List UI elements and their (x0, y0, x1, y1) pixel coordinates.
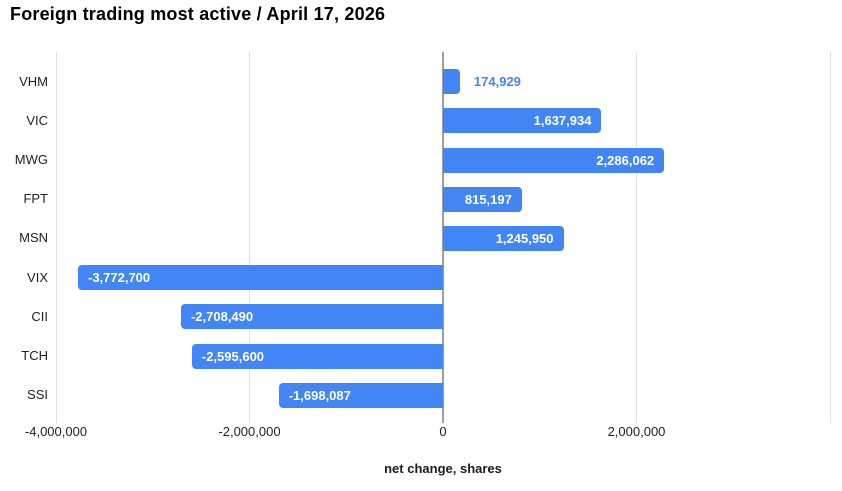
gridline (249, 52, 250, 423)
value-label-fpt: 815,197 (464, 191, 512, 207)
bar-mwg: 2,286,062 (443, 147, 665, 173)
value-label-vic: 1,637,934 (533, 113, 592, 129)
x-axis-title: net change, shares (384, 461, 502, 476)
value-label-mwg: 2,286,062 (596, 152, 655, 168)
category-label-fpt: FPT (23, 191, 48, 207)
value-label-cii: -2,708,490 (190, 309, 254, 325)
x-tick-label: -2,000,000 (218, 424, 281, 439)
category-label-vic: VIC (26, 112, 48, 128)
value-label-msn: 1,245,950 (495, 230, 554, 246)
category-label-tch: TCH (21, 348, 48, 363)
gridline (829, 52, 831, 423)
category-label-cii: CII (31, 308, 48, 324)
value-label-ssi: -1,698,087 (288, 387, 351, 403)
bar-msn: 1,245,950 (443, 225, 564, 251)
category-label-vhm: VHM (19, 73, 48, 89)
bar-fpt: 815,197 (443, 186, 522, 212)
bar-ssi: -1,698,087 (278, 382, 443, 408)
x-tick-label: 2,000,000 (607, 424, 666, 439)
category-label-ssi: SSI (27, 387, 48, 403)
value-label-vix: -3,772,700 (87, 270, 151, 286)
bar-vhm (443, 69, 460, 95)
bar-tch: -2,595,600 (191, 343, 443, 369)
bar-vic: 1,637,934 (443, 108, 602, 134)
category-label-vix: VIX (27, 269, 48, 285)
bar-vix: -3,772,700 (77, 265, 443, 291)
value-label-tch: -2,595,600 (201, 348, 265, 364)
x-tick-label: -4,000,000 (24, 424, 88, 439)
x-tick-label: 0 (439, 424, 447, 439)
bar-cii: -2,708,490 (180, 304, 443, 330)
category-label-mwg: MWG (14, 152, 48, 167)
category-label-msn: MSN (19, 230, 48, 246)
chart-title: Foreign trading most active / April 17, … (10, 4, 386, 24)
value-label-vhm: 174,929 (473, 73, 521, 89)
gridline (55, 52, 57, 423)
gridline (636, 52, 637, 423)
